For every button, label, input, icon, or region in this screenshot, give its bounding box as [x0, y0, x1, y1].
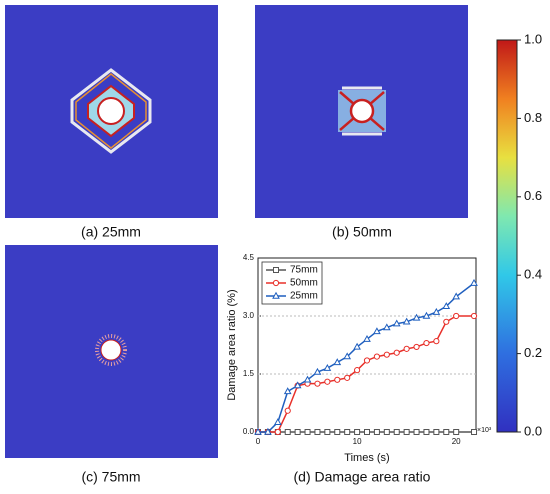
marker: [470, 312, 478, 320]
marker: [284, 407, 291, 414]
marker: [373, 353, 381, 360]
marker: [334, 429, 341, 435]
marker: [383, 429, 390, 435]
marker: [423, 339, 430, 347]
marker: [363, 334, 371, 342]
marker: [272, 279, 280, 287]
marker: [293, 381, 302, 389]
x-axis-label: Times (s): [344, 452, 389, 464]
marker: [323, 363, 332, 371]
y-tick-label: 4.5: [243, 253, 255, 262]
marker: [304, 429, 311, 435]
marker: [363, 357, 371, 364]
marker: [343, 352, 352, 360]
marker: [314, 380, 321, 387]
marker: [433, 429, 440, 435]
marker: [353, 342, 361, 350]
marker: [334, 376, 341, 383]
marker: [373, 429, 380, 435]
marker: [273, 267, 279, 273]
marker: [324, 429, 331, 435]
caption: (b) 50mm: [332, 224, 392, 240]
marker: [453, 429, 460, 435]
marker: [382, 323, 391, 331]
colorbar-tick-label: 0.4: [524, 267, 542, 282]
marker: [283, 387, 292, 395]
marker: [383, 351, 390, 358]
marker: [254, 427, 262, 435]
colorbar-tick-label: 0.0: [524, 423, 542, 438]
series-line: [258, 282, 475, 433]
marker: [333, 358, 342, 366]
contour-c: [5, 245, 218, 458]
marker: [442, 302, 451, 310]
marker: [393, 429, 400, 435]
marker: [324, 378, 331, 385]
legend-label: 50mm: [290, 278, 318, 289]
marker: [274, 428, 281, 436]
contour-a: [5, 5, 218, 218]
marker: [413, 343, 420, 351]
y-tick-label: 1.5: [243, 369, 255, 378]
series-line: [258, 315, 475, 433]
contour-b: [255, 5, 468, 218]
marker: [412, 313, 421, 321]
marker: [452, 292, 461, 300]
marker: [422, 311, 431, 319]
colorbar: [496, 39, 518, 433]
y-tick-label: 3.0: [243, 311, 255, 320]
marker: [303, 375, 312, 383]
marker: [403, 429, 410, 435]
marker: [313, 367, 322, 375]
marker: [470, 278, 478, 286]
marker: [392, 319, 401, 327]
marker: [364, 429, 370, 435]
colorbar-tick-label: 1.0: [524, 31, 542, 46]
x-tick-label: 20: [452, 437, 461, 446]
legend-label: 25mm: [290, 291, 318, 302]
marker: [393, 349, 400, 356]
marker: [353, 367, 361, 374]
marker: [273, 418, 282, 426]
colorbar-tick-label: 0.2: [524, 345, 542, 360]
caption: (c) 75mm: [81, 469, 140, 485]
y-tick-label: 0.0: [243, 427, 255, 436]
legend-label: 75mm: [290, 265, 318, 276]
marker: [413, 429, 420, 435]
marker: [453, 312, 460, 320]
marker: [432, 307, 441, 315]
marker: [272, 291, 280, 299]
marker: [433, 338, 440, 345]
marker: [354, 429, 361, 435]
colorbar-tick-label: 0.6: [524, 188, 542, 203]
marker: [284, 429, 291, 435]
marker: [373, 327, 381, 335]
marker: [402, 317, 411, 325]
x-tick-label: 0: [256, 437, 261, 446]
marker: [314, 429, 321, 435]
caption: (d) Damage area ratio: [294, 469, 431, 485]
colorbar-tick-label: 0.8: [524, 110, 542, 125]
x-tick-label: 10: [353, 437, 362, 446]
marker: [344, 429, 351, 435]
marker: [294, 429, 301, 435]
x-multiplier: ×10³: [477, 427, 492, 434]
y-axis-label: Damage area ratio (%): [226, 289, 238, 400]
marker: [443, 429, 450, 435]
caption: (a) 25mm: [81, 224, 141, 240]
marker: [471, 429, 478, 435]
marker: [264, 427, 272, 435]
marker: [403, 345, 410, 352]
marker: [443, 318, 450, 325]
marker: [423, 429, 430, 435]
marker: [344, 374, 351, 381]
